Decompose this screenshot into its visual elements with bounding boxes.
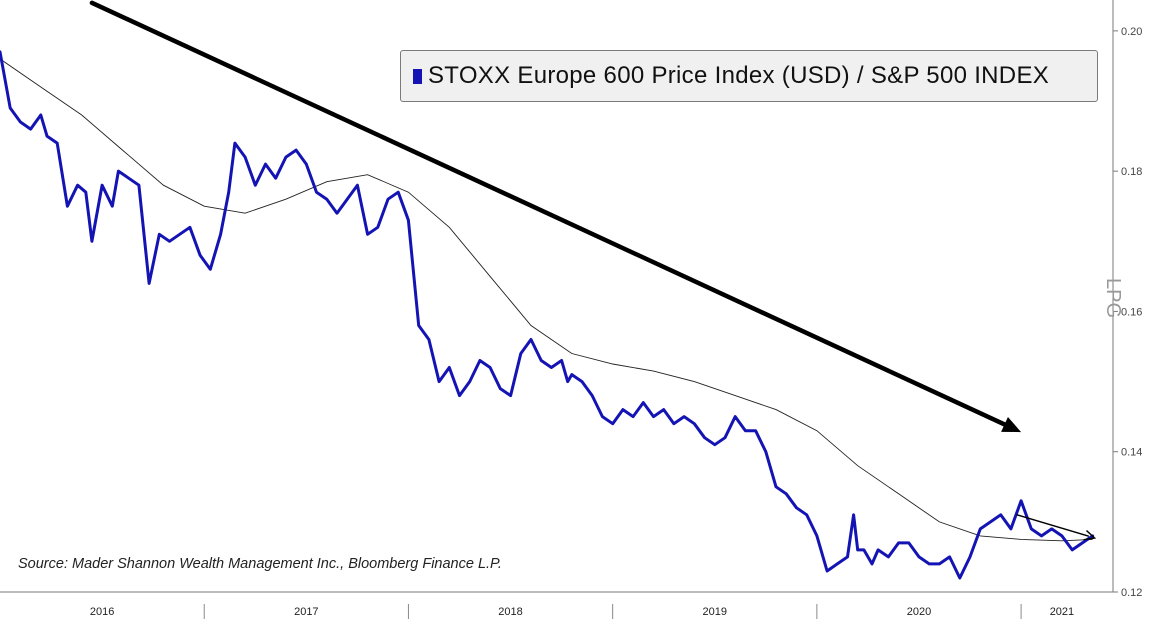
legend: STOXX Europe 600 Price Index (USD) / S&P… xyxy=(400,50,1098,102)
series-layer xyxy=(0,50,1095,580)
arrow-head xyxy=(1001,417,1022,433)
x-tick-label: 2019 xyxy=(703,606,727,618)
arrow-head xyxy=(1083,530,1097,541)
source-note: Source: Mader Shannon Wealth Management … xyxy=(18,556,502,572)
legend-label: STOXX Europe 600 Price Index (USD) / S&P… xyxy=(428,62,1050,89)
x-tick-label: 2017 xyxy=(294,606,318,618)
side-label: LPG xyxy=(1102,278,1124,319)
y-tick-label: 0.14 xyxy=(1121,447,1142,459)
y-tick-label: 0.20 xyxy=(1121,26,1142,38)
y-tick-label: 0.12 xyxy=(1121,587,1142,599)
series-line-stoxx-sp500-ratio xyxy=(0,50,1095,580)
x-axis-labels: 2016 2017 2018 2019 2020 2021 xyxy=(90,604,1074,619)
series-line-moving-average xyxy=(0,58,1093,542)
y-ticks: 0.12 0.14 0.16 0.18 0.20 xyxy=(1113,26,1142,599)
x-tick-label: 2018 xyxy=(498,606,522,618)
x-tick-label: 2016 xyxy=(90,606,114,618)
annotation-layer xyxy=(89,0,1097,541)
y-tick-label: 0.18 xyxy=(1121,166,1142,178)
x-tick-label: 2020 xyxy=(907,606,931,618)
y-tick-label: 0.16 xyxy=(1121,306,1142,318)
trend-arrow-long xyxy=(89,0,1013,430)
trend-arrow-short xyxy=(1016,514,1089,537)
legend-swatch xyxy=(413,68,422,84)
x-tick-label: 2021 xyxy=(1050,606,1074,618)
